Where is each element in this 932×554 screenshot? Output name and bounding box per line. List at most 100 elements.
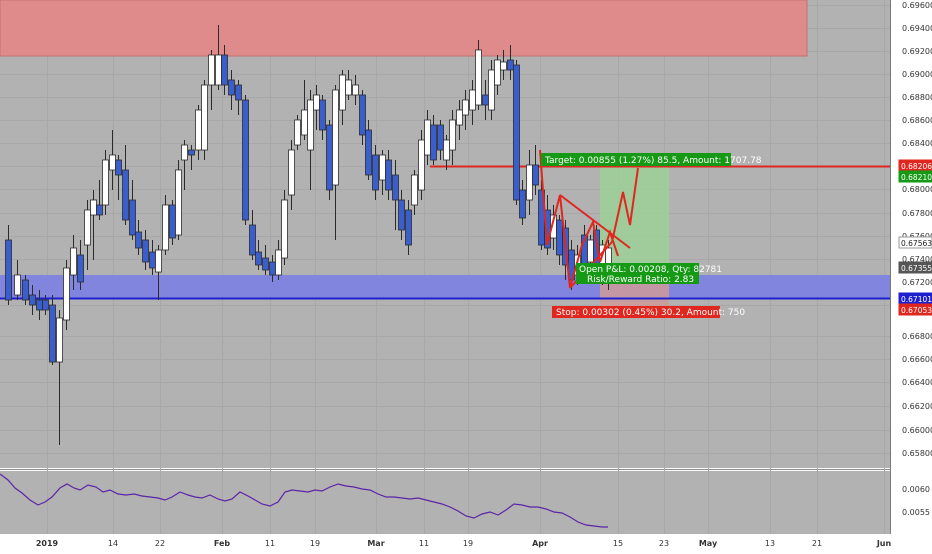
candle[interactable] — [281, 190, 288, 265]
candle[interactable] — [288, 140, 295, 210]
price-pane[interactable] — [0, 0, 890, 468]
candle[interactable] — [22, 275, 29, 305]
candle[interactable] — [319, 95, 326, 140]
candle[interactable] — [5, 225, 12, 305]
time-tick-label: 19 — [310, 539, 320, 548]
candle[interactable] — [42, 295, 49, 315]
price-tag[interactable] — [898, 303, 932, 316]
wedge-upper-trendline[interactable] — [559, 194, 631, 249]
time-tick-label: 13 — [765, 539, 775, 548]
candle[interactable] — [494, 55, 501, 95]
candle[interactable] — [96, 180, 103, 220]
time-tick-label: 15 — [613, 539, 623, 548]
time-axis-panel[interactable] — [0, 534, 890, 550]
candle[interactable] — [345, 70, 352, 100]
resistance-zone[interactable] — [0, 0, 808, 57]
candle[interactable] — [63, 260, 70, 330]
candle[interactable] — [84, 200, 91, 270]
price-tag[interactable] — [898, 236, 932, 249]
candle[interactable] — [398, 190, 405, 240]
price-tag[interactable] — [898, 261, 932, 274]
candle[interactable] — [181, 140, 188, 190]
target-label-box[interactable] — [541, 153, 731, 166]
candle[interactable] — [262, 245, 269, 275]
candle[interactable] — [392, 160, 399, 230]
candle[interactable] — [29, 285, 36, 315]
candle[interactable] — [500, 50, 507, 80]
candle[interactable] — [372, 145, 379, 200]
candle[interactable] — [365, 120, 372, 180]
candle[interactable] — [255, 240, 262, 270]
candle[interactable] — [102, 150, 109, 215]
candle[interactable] — [430, 115, 437, 165]
candle[interactable] — [77, 240, 84, 290]
price-tag-label: 0.67563 — [901, 239, 932, 248]
wedge-pattern-line[interactable] — [539, 149, 619, 289]
candle[interactable] — [242, 95, 249, 225]
support-zone[interactable] — [0, 275, 890, 299]
candle[interactable] — [294, 115, 301, 150]
time-tick-label: 11 — [265, 539, 275, 548]
candle[interactable] — [175, 160, 182, 240]
price-tag[interactable] — [898, 170, 932, 183]
candle[interactable] — [142, 230, 149, 270]
candle[interactable] — [235, 80, 242, 115]
candle[interactable] — [462, 90, 469, 130]
candle[interactable] — [135, 220, 142, 255]
risk-reward-label: Risk/Reward Ratio: 2.83 — [587, 275, 694, 285]
price-tick-label: 0.69200 — [902, 47, 932, 56]
candle[interactable] — [475, 40, 482, 110]
candle[interactable] — [14, 260, 21, 300]
open-pnl-box[interactable] — [576, 263, 699, 284]
candle[interactable] — [352, 75, 359, 105]
candle[interactable] — [437, 120, 444, 160]
candle[interactable] — [307, 90, 314, 190]
candle[interactable] — [162, 195, 169, 255]
candle[interactable] — [405, 200, 412, 255]
candle[interactable] — [169, 200, 176, 245]
price-tick-label: 0.66400 — [902, 378, 932, 387]
candle[interactable] — [385, 150, 392, 200]
candle[interactable] — [519, 180, 526, 225]
candle[interactable] — [155, 245, 162, 300]
candle[interactable] — [532, 145, 539, 195]
candle[interactable] — [221, 45, 228, 95]
candle[interactable] — [326, 120, 333, 200]
indicator-line[interactable] — [0, 473, 608, 528]
candle[interactable] — [70, 235, 77, 290]
candle[interactable] — [449, 110, 456, 165]
indicator-pane[interactable] — [0, 471, 890, 534]
candle[interactable] — [201, 80, 208, 160]
projection-path[interactable] — [611, 167, 639, 243]
price-tick-label: 0.68600 — [902, 116, 932, 125]
candle[interactable] — [332, 85, 339, 240]
candle[interactable] — [122, 145, 129, 225]
time-tick-label: Apr — [532, 539, 548, 548]
candle[interactable] — [188, 145, 195, 170]
candle[interactable] — [49, 295, 56, 365]
candle[interactable] — [411, 170, 418, 215]
candle[interactable] — [228, 70, 235, 110]
price-tick-label: 0.69600 — [902, 1, 932, 10]
candle[interactable] — [129, 180, 136, 240]
candle[interactable] — [418, 130, 425, 200]
price-tag-label: 0.67053 — [901, 306, 932, 315]
time-tick-label: 21 — [812, 539, 822, 548]
candle[interactable] — [115, 155, 122, 200]
candle[interactable] — [249, 210, 256, 260]
time-axis-labels: 2019 14 22 Feb 11 19 Mar 11 19 Apr 15 23 May 13 21 Jun — [36, 539, 892, 548]
time-tick-label: 14 — [108, 539, 118, 548]
time-tick-label: 19 — [463, 539, 473, 548]
candle[interactable] — [275, 240, 282, 280]
price-axis-panel[interactable] — [890, 0, 932, 550]
stop-label-box[interactable] — [552, 306, 720, 318]
candle[interactable] — [359, 90, 366, 145]
price-tick-label: 0.67200 — [902, 278, 932, 287]
candle[interactable] — [208, 50, 215, 110]
candle[interactable] — [513, 60, 520, 205]
candle[interactable] — [56, 310, 63, 445]
candle[interactable] — [488, 60, 495, 120]
candle[interactable] — [456, 100, 463, 140]
